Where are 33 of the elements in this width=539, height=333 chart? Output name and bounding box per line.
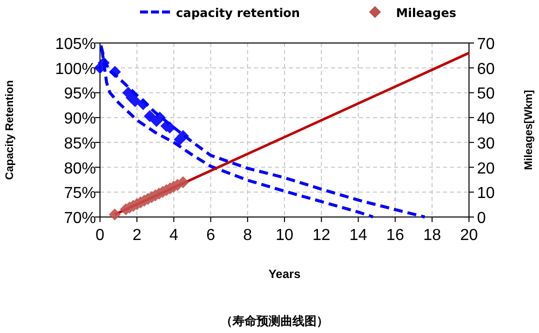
y2-tick-label: 20 — [477, 160, 495, 178]
y-axis-title: Capacity Retention — [4, 80, 16, 180]
y2-tick-label: 0 — [477, 210, 486, 227]
legend-label: Mileages — [396, 6, 456, 20]
x-tick-label: 6 — [206, 227, 216, 244]
x-axis-title: Years — [268, 267, 301, 281]
x-tick-label: 20 — [460, 227, 478, 244]
legend-label: capacity retention — [176, 6, 300, 20]
y-tick-label: 80% — [64, 160, 96, 178]
y2-axis-title: Mileages[Wkm] — [523, 90, 535, 170]
y2-tick-label: 70 — [477, 36, 495, 53]
y-tick-label: 95% — [64, 86, 96, 103]
y2-tick-label: 50 — [477, 86, 495, 103]
x-tick-label: 14 — [349, 227, 368, 244]
x-tick-label: 4 — [169, 227, 178, 244]
x-tick-label: 12 — [312, 227, 330, 244]
y-tick-label: 70% — [64, 210, 96, 227]
y-tick-label: 100% — [55, 60, 96, 78]
y2-tick-label: 10 — [477, 185, 495, 202]
y2-tick-label: 60 — [477, 60, 495, 78]
x-tick-label: 10 — [276, 227, 294, 244]
x-tick-label: 0 — [96, 227, 105, 244]
x-tick-label: 16 — [386, 227, 404, 244]
y-tick-label: 90% — [64, 110, 96, 128]
x-tick-label: 2 — [132, 227, 142, 244]
y2-tick-label: 30 — [477, 135, 495, 152]
x-tick-label: 8 — [243, 227, 252, 244]
text: （寿命预测曲线图） — [220, 314, 328, 328]
x-tick-label: 18 — [423, 227, 442, 244]
y-tick-label: 85% — [64, 135, 96, 152]
y-tick-label: 75% — [64, 185, 96, 202]
y-tick-label: 105% — [55, 36, 96, 53]
y2-tick-label: 40 — [477, 110, 495, 128]
